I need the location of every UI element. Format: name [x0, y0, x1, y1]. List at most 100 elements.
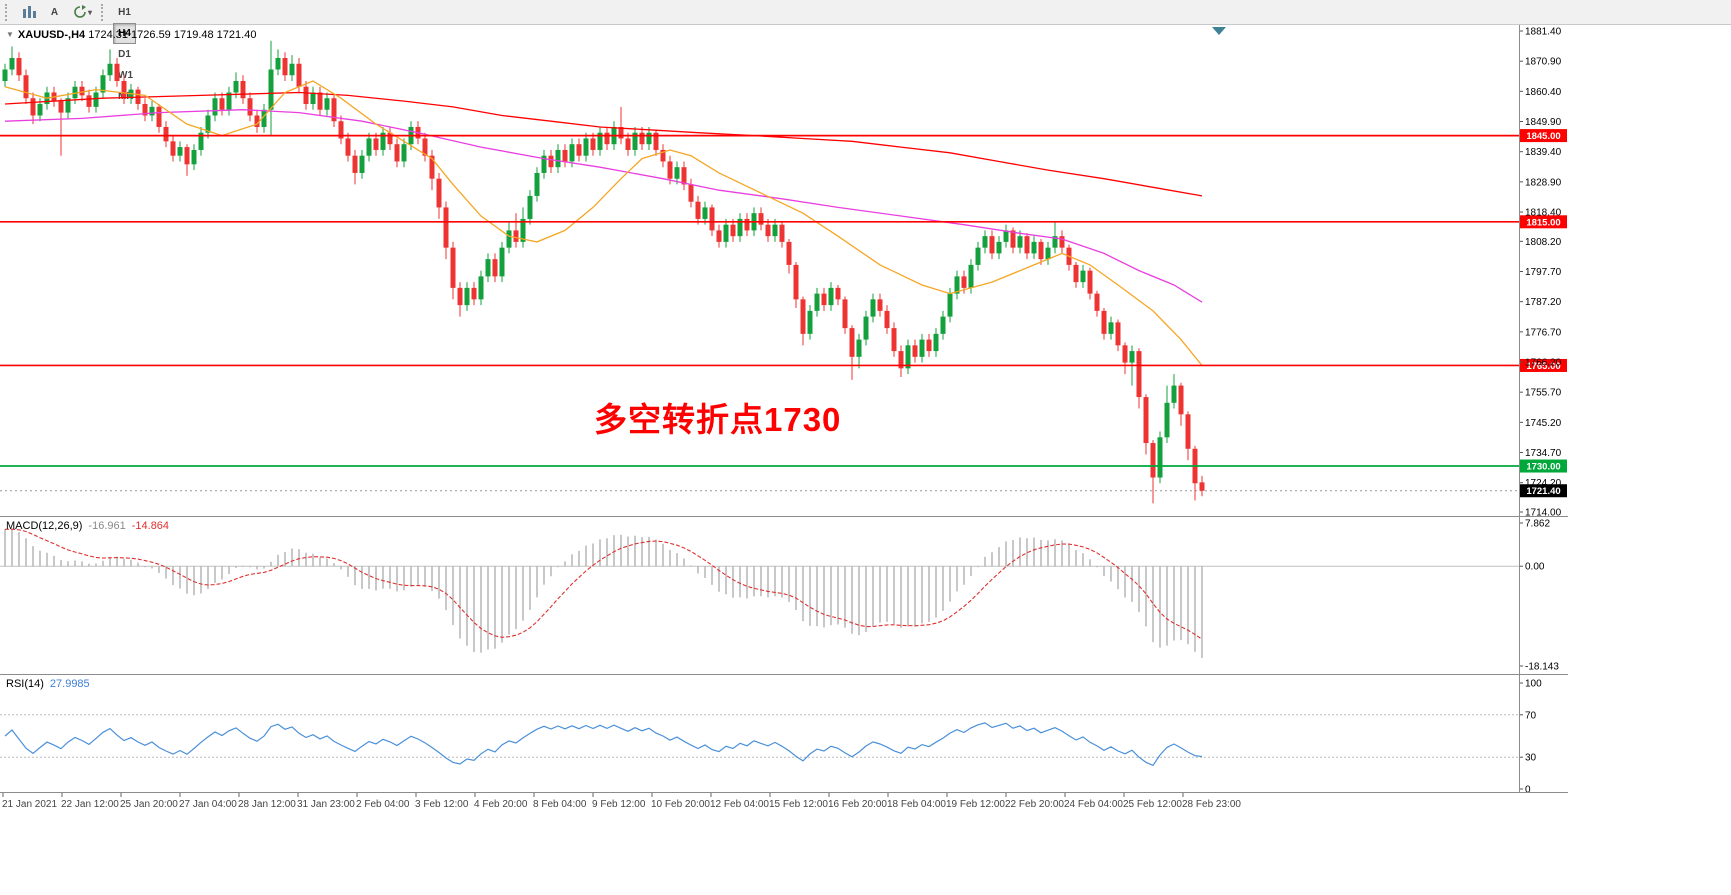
candle-body — [877, 299, 883, 311]
macd-histogram-bar — [529, 566, 531, 610]
macd-histogram-bar — [60, 560, 62, 567]
macd-histogram-bar — [368, 566, 370, 589]
macd-histogram-bar — [235, 566, 237, 568]
macd-histogram-bar — [74, 560, 76, 567]
macd-histogram-bar — [984, 556, 986, 567]
time-axis-label: 21 Jan 2021 — [2, 799, 57, 810]
macd-histogram-bar — [389, 566, 391, 589]
candle-body — [429, 155, 435, 179]
macd-histogram-bar — [1145, 566, 1147, 627]
candle-body — [863, 316, 869, 340]
macd-histogram-bar — [130, 559, 132, 567]
candle-body — [989, 236, 995, 254]
toolbar-grip[interactable] — [5, 3, 11, 21]
macd-histogram-bar — [515, 566, 517, 630]
candle-body — [646, 132, 652, 145]
candle-body — [583, 138, 589, 156]
candle-body — [576, 144, 582, 156]
macd-axis-label: 7.862 — [1525, 519, 1550, 530]
time-axis-label: 25 Jan 20:00 — [120, 799, 178, 810]
candle-body — [870, 299, 876, 317]
macd-histogram-bar — [557, 566, 559, 568]
time-axis-label: 8 Feb 04:00 — [533, 799, 587, 810]
macd-histogram-bar — [480, 566, 482, 653]
price-axis-label: 1776.70 — [1525, 327, 1562, 338]
candle-body — [275, 58, 281, 70]
candle-body — [765, 224, 771, 237]
chart-bars-icon-button[interactable] — [17, 2, 41, 23]
macd-histogram-bar — [543, 566, 545, 585]
macd-histogram-bar — [550, 566, 552, 577]
collapse-triangle-icon[interactable]: ▼ — [6, 30, 14, 39]
candle-body — [1143, 397, 1149, 444]
candle-body — [163, 126, 169, 142]
cycle-tool-button[interactable]: ▾ — [68, 2, 97, 23]
timeframe-button-w1[interactable]: W1 — [113, 65, 138, 86]
candle-body — [226, 92, 232, 110]
candle-body — [688, 184, 694, 202]
candle-body — [660, 149, 666, 162]
macd-histogram-bar — [221, 566, 223, 580]
chart-shift-marker-icon[interactable] — [1212, 27, 1226, 35]
candle-body — [954, 276, 960, 294]
chart-annotation-text[interactable]: 多空转折点1730 — [594, 401, 842, 438]
macd-histogram-bar — [137, 562, 139, 567]
candle-body — [604, 132, 610, 145]
candle-body — [1017, 236, 1023, 248]
macd-histogram-bar — [1131, 566, 1133, 602]
candle-body — [93, 92, 99, 107]
macd-main-value: -16.961 — [88, 520, 126, 532]
macd-histogram-bar — [830, 566, 832, 626]
candle-body — [1150, 443, 1156, 478]
macd-histogram-bar — [732, 566, 734, 598]
macd-histogram-bar — [1117, 566, 1119, 590]
time-axis-label: 27 Jan 04:00 — [179, 799, 237, 810]
chart-canvas[interactable]: 1845.00 1815.00 1765.00 1730.00 1721.40 1881.… — [0, 25, 1731, 825]
text-tool-button[interactable]: A — [43, 2, 66, 23]
candle-body — [884, 310, 890, 329]
rsi-line — [4, 722, 1203, 767]
price-tag — [1520, 129, 1567, 143]
candle-body — [772, 224, 778, 237]
macd-histogram-bar — [851, 566, 853, 634]
candle-body — [1024, 236, 1030, 254]
candle-body — [79, 86, 85, 96]
macd-histogram-bar — [718, 566, 720, 592]
toolbar-grip-2[interactable] — [101, 3, 107, 21]
candle-body — [247, 98, 253, 116]
price-axis-label: 1839.40 — [1525, 147, 1562, 158]
candle-body — [191, 149, 197, 165]
macd-histogram-bar — [1082, 553, 1084, 567]
price-tag-label: 1730.00 — [1526, 462, 1560, 473]
candle-body — [709, 207, 715, 231]
macd-histogram-bar — [11, 529, 13, 567]
macd-indicator-label: MACD(12,26,9) -16.961 -14.864 — [6, 520, 169, 532]
macd-histogram-bar — [305, 552, 307, 567]
macd-histogram-bar — [753, 566, 755, 597]
candle-body — [394, 144, 400, 162]
macd-histogram-bar — [823, 566, 825, 628]
candle-body — [730, 224, 736, 237]
macd-histogram-bar — [592, 543, 594, 567]
candle-body — [1136, 351, 1142, 398]
macd-histogram-bar — [865, 566, 867, 633]
time-axis-label: 19 Feb 12:00 — [946, 799, 1005, 810]
candle-body — [170, 141, 176, 156]
macd-histogram-bar — [151, 566, 153, 569]
macd-histogram-bar — [116, 556, 118, 567]
macd-histogram-bar — [1103, 566, 1105, 577]
timeframe-button-h4[interactable]: H4 — [113, 22, 137, 44]
macd-histogram-bar — [165, 566, 167, 579]
macd-histogram-bar — [781, 566, 783, 598]
macd-histogram-bar — [291, 548, 293, 567]
candle-body — [1115, 322, 1121, 346]
candle-body — [1199, 482, 1205, 491]
candle-body — [1101, 310, 1107, 334]
macd-histogram-bar — [949, 566, 951, 602]
time-axis-label: 28 Feb 23:00 — [1182, 799, 1241, 810]
current-price-tag-label: 1721.40 — [1526, 486, 1560, 497]
candle-body — [821, 293, 827, 306]
timeframe-button-h1[interactable]: H1 — [113, 2, 136, 23]
timeframe-button-d1[interactable]: D1 — [113, 44, 136, 65]
candle-body — [919, 339, 925, 357]
